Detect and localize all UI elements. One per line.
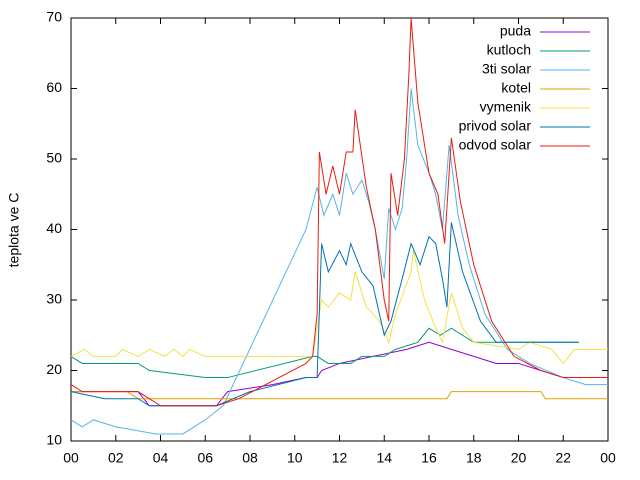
- legend-label: kutloch: [487, 42, 531, 58]
- x-tick-label: 16: [421, 450, 437, 466]
- series-line: [71, 341, 608, 407]
- legend-label: privod solar: [459, 118, 532, 134]
- x-tick-label: 08: [242, 450, 258, 466]
- x-tick-label: 06: [197, 450, 213, 466]
- x-tick-label: 12: [332, 450, 348, 466]
- x-tick-label: 18: [466, 450, 482, 466]
- x-tick-label: 22: [555, 450, 571, 466]
- x-tick-label: 10: [287, 450, 303, 466]
- series-line: [70, 88, 608, 435]
- y-tick-label: 50: [46, 150, 62, 166]
- x-tick-label: 14: [376, 450, 392, 466]
- x-tick-label: 02: [108, 450, 124, 466]
- legend-label: puda: [500, 23, 531, 39]
- y-tick-label: 10: [46, 432, 62, 448]
- y-tick-label: 70: [46, 9, 62, 25]
- series-line: [71, 391, 608, 400]
- legend-label: kotel: [501, 80, 531, 96]
- series-line: [70, 327, 579, 379]
- legend-label: 3ti solar: [482, 61, 531, 77]
- x-tick-label: 00: [600, 450, 616, 466]
- x-tick-label: 00: [63, 450, 79, 466]
- y-tick-label: 40: [46, 220, 62, 236]
- legend-label: odvod solar: [459, 137, 532, 153]
- x-tick-label: 20: [511, 450, 527, 466]
- y-tick-label: 20: [46, 361, 62, 377]
- x-tick-label: 04: [153, 450, 169, 466]
- series-line: [70, 222, 579, 407]
- series-line: [70, 250, 608, 365]
- y-tick-label: 60: [46, 79, 62, 95]
- y-tick-label: 30: [46, 291, 62, 307]
- y-axis-label: teplota ve C: [6, 193, 22, 268]
- series-line: [70, 17, 608, 407]
- legend-label: vymenik: [480, 99, 532, 115]
